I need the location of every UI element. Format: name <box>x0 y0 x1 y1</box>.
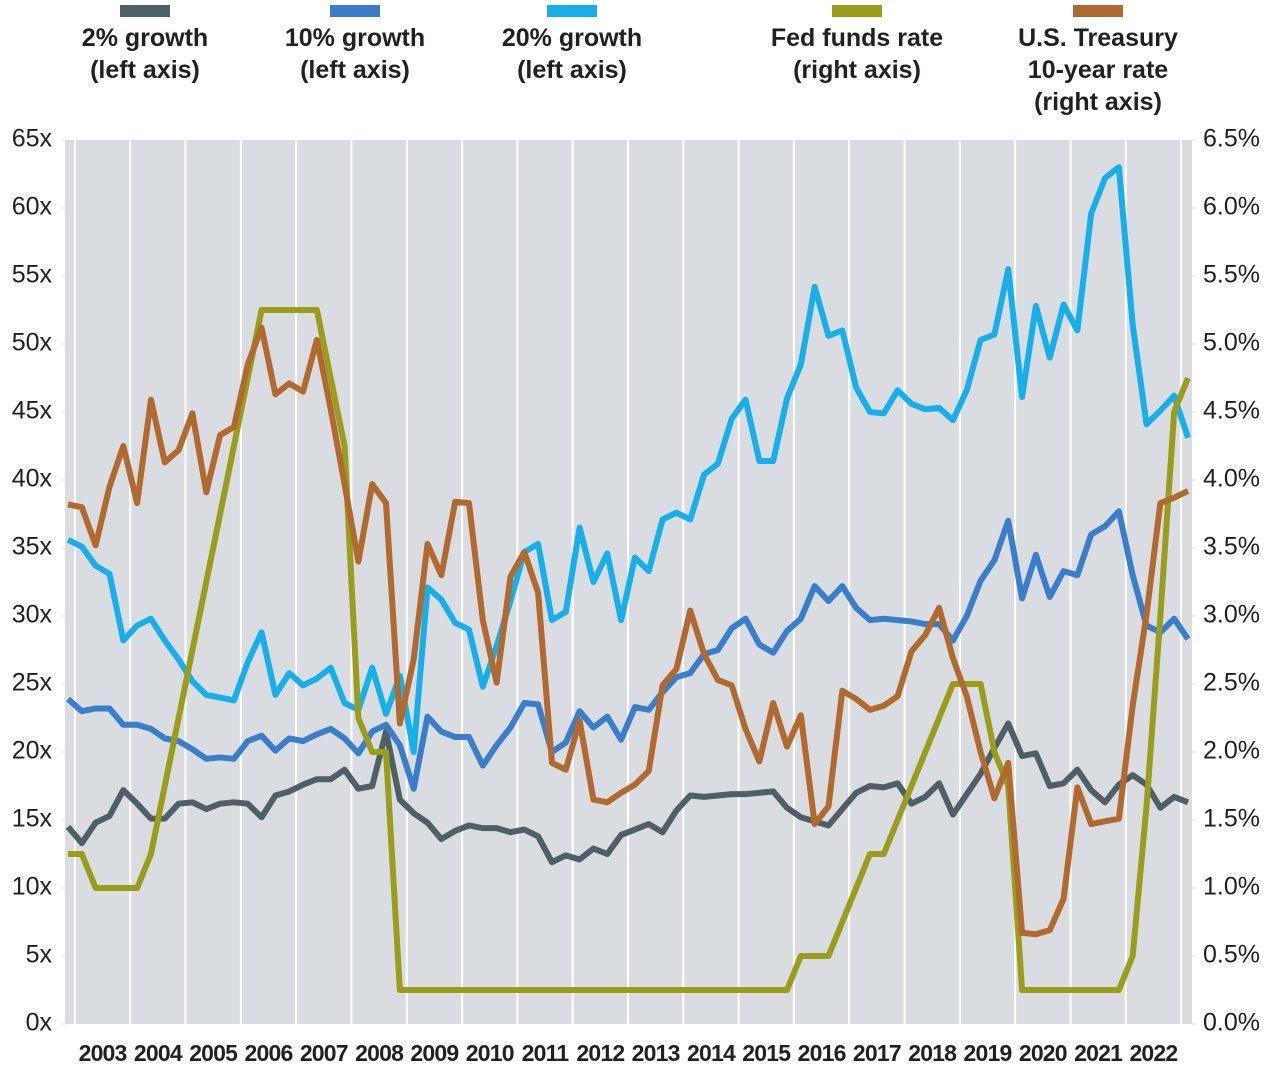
y2-tick-label: 5.5% <box>1203 261 1260 289</box>
y-tick-label: 15x <box>12 805 53 833</box>
x-tick-label: 2017 <box>853 1040 901 1066</box>
x-tick-label: 2016 <box>798 1040 846 1066</box>
legend-label: U.S. Treasury 10-year rate (right axis) <box>1018 24 1178 116</box>
y2-tick-label: 1.0% <box>1203 873 1260 901</box>
x-tick-label: 2014 <box>687 1040 736 1066</box>
x-tick-label: 2004 <box>134 1040 183 1066</box>
y-tick-label: 40x <box>12 465 53 493</box>
y-tick-label: 30x <box>12 601 53 629</box>
x-tick-label: 2021 <box>1074 1040 1123 1066</box>
series-line <box>66 508 1191 792</box>
y2-tick-label: 3.0% <box>1203 601 1260 629</box>
x-tick-label: 2003 <box>79 1040 127 1066</box>
legend-swatch <box>120 5 170 17</box>
y2-tick-label: 4.0% <box>1203 465 1260 493</box>
y-tick-label: 0x <box>26 1009 53 1037</box>
lines <box>65 164 1191 993</box>
y-tick-label: 35x <box>12 533 53 561</box>
x-tick-label: 2011 <box>522 1040 570 1066</box>
y-tick-label: 20x <box>12 737 53 765</box>
y2-tick-label: 0.5% <box>1203 941 1260 969</box>
y-tick-label: 50x <box>12 329 53 357</box>
x-tick-label: 2006 <box>245 1040 293 1066</box>
x-tick-label: 2007 <box>300 1040 348 1066</box>
labels: 0x 5x 10x 15x 20x 25x 30x 35x 40x 45x 50x 55x 60x 65x… <box>12 125 1260 1066</box>
legend-swatch <box>832 5 882 17</box>
y-tick-label: 65x <box>12 125 53 153</box>
y-tick-label: 55x <box>12 261 53 289</box>
y2-tick-label: 0.0% <box>1203 1009 1260 1037</box>
y2-tick-label: 6.5% <box>1203 125 1260 153</box>
x-tick-label: 2010 <box>466 1040 514 1066</box>
y2-tick-label: 2.5% <box>1203 669 1260 697</box>
x-tick-label: 2015 <box>742 1040 791 1066</box>
y-tick-label: 60x <box>12 193 53 221</box>
series-line <box>66 164 1191 755</box>
y2-tick-label: 5.0% <box>1203 329 1260 357</box>
legend-swatch <box>1073 5 1123 17</box>
y-tick-label: 10x <box>12 873 53 901</box>
legend-label: 10% growth (left axis) <box>284 24 426 84</box>
y2-tick-label: 2.0% <box>1203 737 1260 765</box>
y2-tick-label: 4.5% <box>1203 397 1260 425</box>
legend-label: 2% growth (left axis) <box>81 24 209 84</box>
y2-tick-label: 1.5% <box>1203 805 1260 833</box>
grid <box>61 139 1196 1025</box>
x-tick-label: 2022 <box>1129 1040 1177 1066</box>
legend-swatch <box>547 5 597 17</box>
series-line <box>67 324 1190 938</box>
x-tick-label: 2012 <box>576 1040 624 1066</box>
y-tick-label: 45x <box>12 397 53 425</box>
legend-label: 20% growth (left axis) <box>501 24 643 84</box>
x-tick-label: 2008 <box>355 1040 404 1066</box>
y-tick-label: 25x <box>12 669 53 697</box>
legend-swatch <box>330 5 380 17</box>
y-tick-label: 5x <box>26 941 53 969</box>
legend-label: Fed funds rate (right axis) <box>770 24 944 84</box>
series-line <box>65 720 1190 866</box>
x-tick-label: 2009 <box>410 1040 458 1066</box>
x-tick-label: 2019 <box>964 1040 1012 1066</box>
x-tick-label: 2005 <box>189 1040 238 1066</box>
y2-tick-label: 3.5% <box>1203 533 1260 561</box>
x-tick-label: 2018 <box>908 1040 957 1066</box>
x-tick-label: 2013 <box>632 1040 680 1066</box>
x-tick-label: 2020 <box>1019 1040 1067 1066</box>
y2-tick-label: 6.0% <box>1203 193 1260 221</box>
